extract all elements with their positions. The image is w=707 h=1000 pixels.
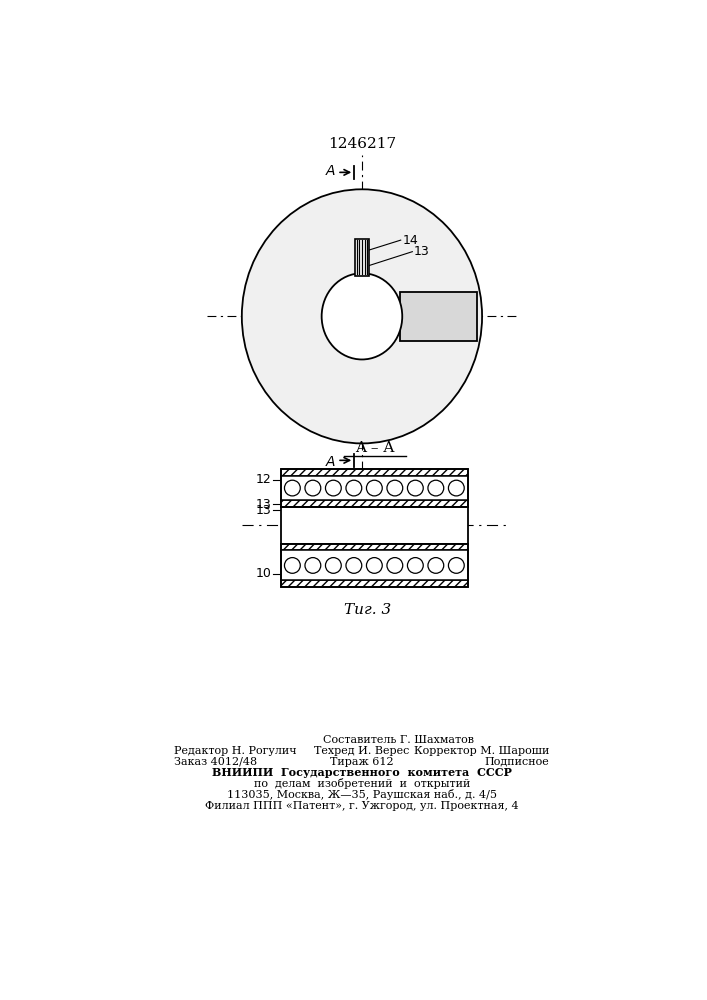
Bar — [281, 544, 468, 550]
Text: 13: 13 — [255, 498, 271, 511]
Text: Филиал ППП «Патент», г. Ужгород, ул. Проектная, 4: Филиал ППП «Патент», г. Ужгород, ул. Про… — [205, 801, 519, 811]
Text: 10: 10 — [255, 567, 271, 580]
Text: A – A: A – A — [356, 441, 395, 455]
Bar — [281, 469, 468, 507]
Bar — [281, 580, 468, 587]
Text: Техред И. Верес: Техред И. Верес — [315, 746, 409, 756]
Text: Редактор Н. Рогулич: Редактор Н. Рогулич — [174, 746, 296, 756]
Text: 1246217: 1246217 — [328, 137, 396, 151]
Text: Τиг. 2: Τиг. 2 — [331, 479, 378, 493]
Bar — [400, 292, 477, 341]
Ellipse shape — [242, 189, 482, 443]
Text: Тираж 612: Тираж 612 — [330, 757, 394, 767]
Bar — [281, 507, 468, 544]
Bar — [281, 550, 468, 580]
Text: Подписное: Подписное — [485, 757, 549, 767]
Text: Корректор М. Шароши: Корректор М. Шароши — [414, 746, 549, 756]
Text: 113035, Москва, Ж—35, Раушская наб., д. 4/5: 113035, Москва, Ж—35, Раушская наб., д. … — [227, 789, 497, 800]
Text: ВНИИПИ  Государственного  комитета  СССР: ВНИИПИ Государственного комитета СССР — [212, 767, 512, 778]
Bar — [281, 544, 468, 587]
Text: 12: 12 — [255, 473, 271, 486]
Bar — [281, 476, 468, 500]
Text: A: A — [326, 455, 336, 469]
Text: 13: 13 — [255, 504, 271, 517]
Text: A: A — [326, 164, 336, 178]
Text: 13: 13 — [414, 245, 430, 258]
Text: Составитель Г. Шахматов: Составитель Г. Шахматов — [323, 735, 474, 745]
Ellipse shape — [322, 273, 402, 359]
Text: Заказ 4012/48: Заказ 4012/48 — [174, 757, 257, 767]
Text: Τиг. 3: Τиг. 3 — [344, 603, 391, 617]
Text: 14: 14 — [402, 234, 418, 247]
Text: по  делам  изобретений  и  открытий: по делам изобретений и открытий — [254, 778, 470, 789]
Bar — [355, 239, 369, 276]
Bar — [281, 500, 468, 507]
Bar — [281, 469, 468, 476]
